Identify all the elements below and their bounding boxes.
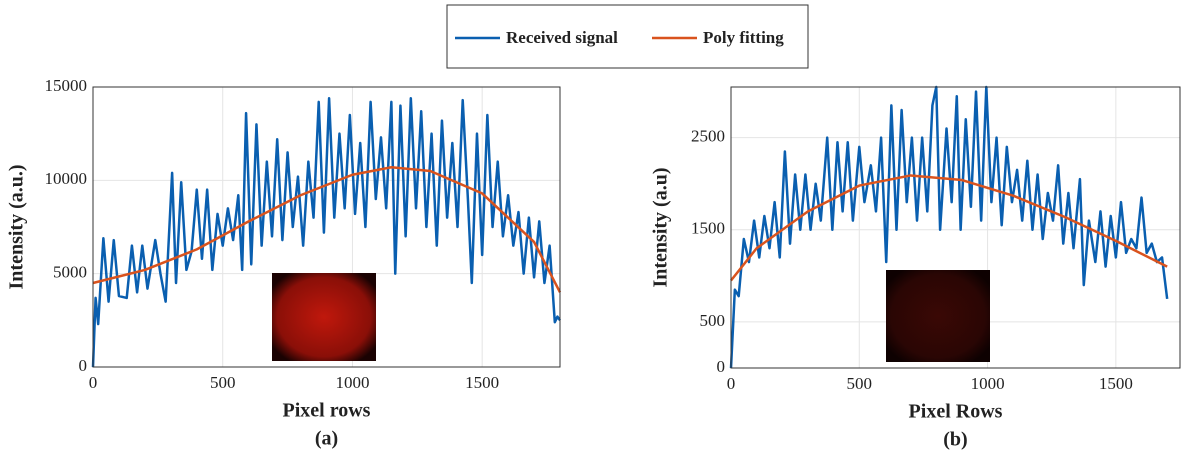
x-tick-label: 0: [89, 373, 98, 392]
x-tick-label: 1000: [971, 374, 1005, 393]
series-line: [730, 174, 1168, 282]
legend-label: Poly fitting: [703, 28, 784, 47]
series-line: [729, 85, 1169, 369]
y-tick-label: 0: [717, 357, 726, 376]
caption: (a): [315, 428, 338, 450]
legend-label: Received signal: [506, 28, 618, 47]
caption: (b): [943, 429, 967, 451]
axes-frame: [92, 86, 561, 368]
y-tick-label: 10000: [45, 169, 88, 188]
y-axis-label: Intensity (a.u): [650, 167, 672, 287]
y-tick-label: 2500: [691, 127, 725, 146]
x-tick-label: 0: [727, 374, 736, 393]
y-tick-label: 0: [79, 356, 88, 375]
inset-image: [886, 270, 990, 362]
x-tick-label: 500: [847, 374, 873, 393]
x-tick-label: 1500: [465, 373, 499, 392]
x-tick-label: 1000: [335, 373, 369, 392]
y-tick-label: 15000: [45, 76, 88, 95]
y-tick-label: 500: [700, 311, 726, 330]
x-tick-label: 500: [210, 373, 236, 392]
axes-frame: [730, 86, 1181, 369]
x-axis-label: Pixel rows: [283, 400, 371, 422]
inset-image: [272, 273, 376, 361]
x-axis-label: Pixel Rows: [909, 401, 1003, 423]
legend-box: [446, 4, 809, 69]
y-tick-label: 1500: [691, 219, 725, 238]
x-tick-label: 1500: [1099, 374, 1133, 393]
series-line: [91, 96, 562, 368]
series-line: [92, 166, 562, 293]
y-axis-label: Intensity (a.u.): [6, 164, 28, 289]
y-tick-label: 5000: [53, 263, 87, 282]
